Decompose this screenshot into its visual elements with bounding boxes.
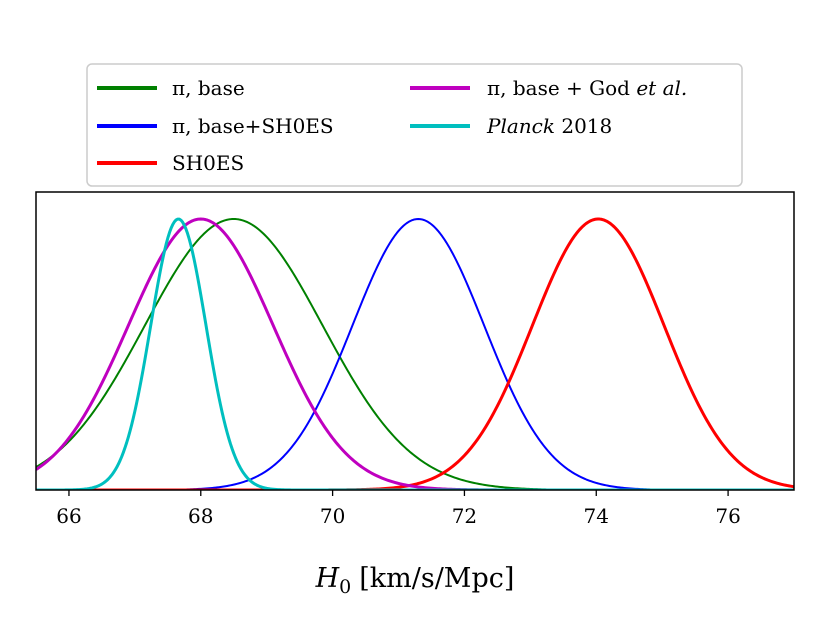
x-axis-label-unit: [km/s/Mpc] <box>359 563 514 594</box>
plot-frame <box>35 191 795 491</box>
x-axis-ticks: 66 68 70 72 74 76 <box>56 490 741 528</box>
x-tick-label-66: 66 <box>56 504 81 528</box>
x-axis-label-sub: 0 <box>339 576 351 598</box>
legend-label-sh0es: SH0ES <box>172 151 244 175</box>
x-tick-label-72: 72 <box>452 504 477 528</box>
series-line-base-god-et-al <box>36 217 794 490</box>
legend-label-planck-year: 2018 <box>555 114 612 138</box>
series-line-planck-2018 <box>36 217 794 490</box>
series-line-base <box>36 218 794 490</box>
legend-label-pi-base: π, base <box>172 76 245 100</box>
x-tick-label-76: 76 <box>715 504 740 528</box>
legend-label-planck: Planck 2018 <box>486 114 612 138</box>
legend-label-pi-base-god: π, base + God et al. <box>487 76 687 100</box>
series-group <box>36 217 794 490</box>
series-line-base-sh0es <box>36 218 794 490</box>
legend-label-planck-name: Planck <box>486 114 555 138</box>
legend-label-pi-base-god-etal: et al. <box>636 76 687 100</box>
legend-label-pi-base-sh0es: π, base+SH0ES <box>172 114 334 138</box>
x-tick-label-68: 68 <box>188 504 213 528</box>
legend-label-pi-base-god-main: π, base + God <box>487 76 636 100</box>
x-axis-label-var: H <box>315 563 340 594</box>
x-axis-label: H0 [km/s/Mpc] <box>315 563 515 598</box>
x-tick-label-74: 74 <box>584 504 609 528</box>
x-tick-label-70: 70 <box>320 504 345 528</box>
series-line-sh0es <box>36 217 794 490</box>
